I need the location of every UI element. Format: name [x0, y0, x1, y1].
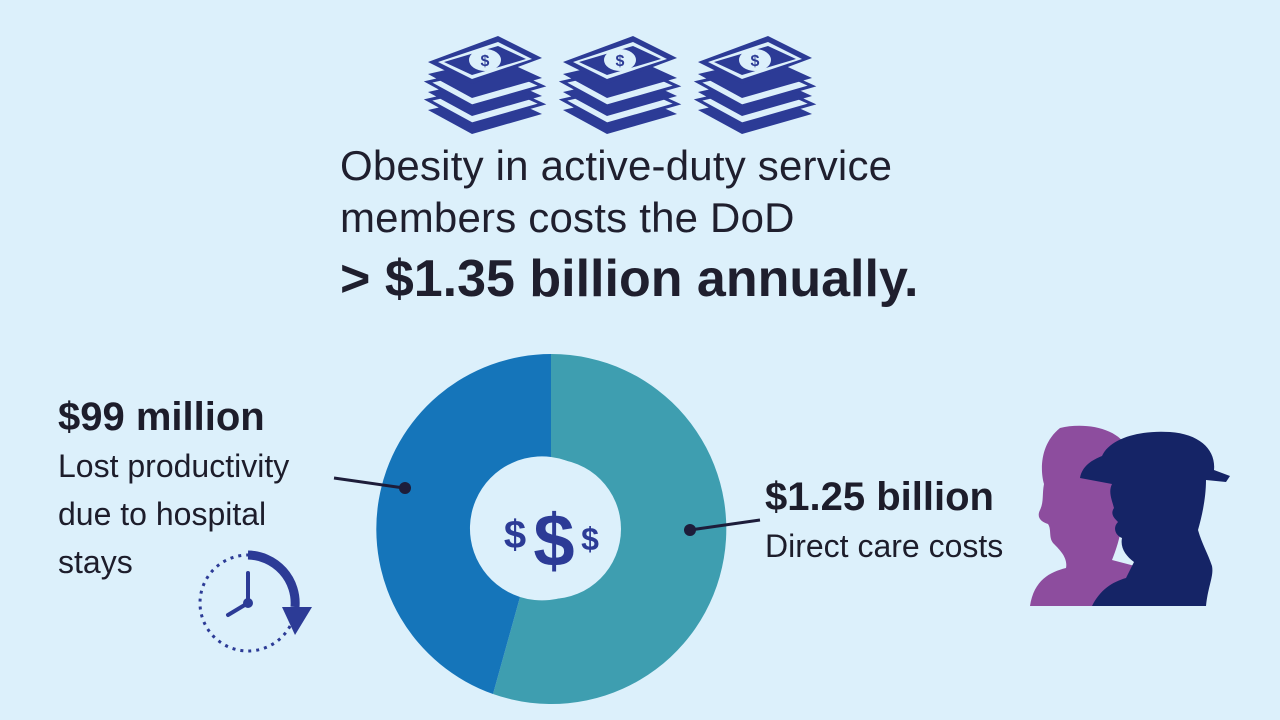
lost-productivity-desc-3: stays: [58, 544, 133, 580]
money-icon-row: $ $ $: [420, 22, 820, 142]
lost-productivity-desc-2: due to hospital: [58, 496, 267, 532]
svg-text:$: $: [481, 53, 490, 70]
headline: Obesity in active-duty service members c…: [340, 140, 1100, 310]
people-silhouette-icon: [1030, 425, 1230, 606]
donut-segment-direct-care: [493, 353, 727, 704]
donut-segment-lost-productivity: [376, 354, 551, 694]
lost-productivity-block: $99 million Lost productivity due to hos…: [58, 392, 358, 586]
direct-care-amount: $1.25 billion: [765, 475, 994, 519]
money-stack-icon: $: [558, 36, 682, 134]
svg-text:$: $: [751, 53, 760, 70]
lost-productivity-amount: $99 million: [58, 395, 265, 439]
lost-productivity-desc-1: Lost productivity: [58, 448, 290, 484]
headline-line-2: members costs the DoD: [340, 194, 795, 241]
direct-care-desc: Direct care costs: [765, 528, 1004, 564]
svg-text:$: $: [504, 513, 526, 557]
headline-total: > $1.35 billion annually.: [340, 250, 919, 308]
money-stack-icon: $: [423, 36, 547, 134]
clock-rotate-icon: [198, 550, 312, 653]
svg-text:$: $: [581, 521, 599, 557]
cost-donut: $ $ $: [376, 353, 727, 704]
svg-text:$: $: [616, 53, 625, 70]
direct-care-block: $1.25 billion Direct care costs: [765, 472, 1065, 570]
money-stack-icon: $: [693, 36, 817, 134]
headline-line-1: Obesity in active-duty service: [340, 142, 893, 189]
svg-text:$: $: [533, 499, 574, 582]
dollar-signs-icon: $ $ $: [504, 499, 599, 582]
